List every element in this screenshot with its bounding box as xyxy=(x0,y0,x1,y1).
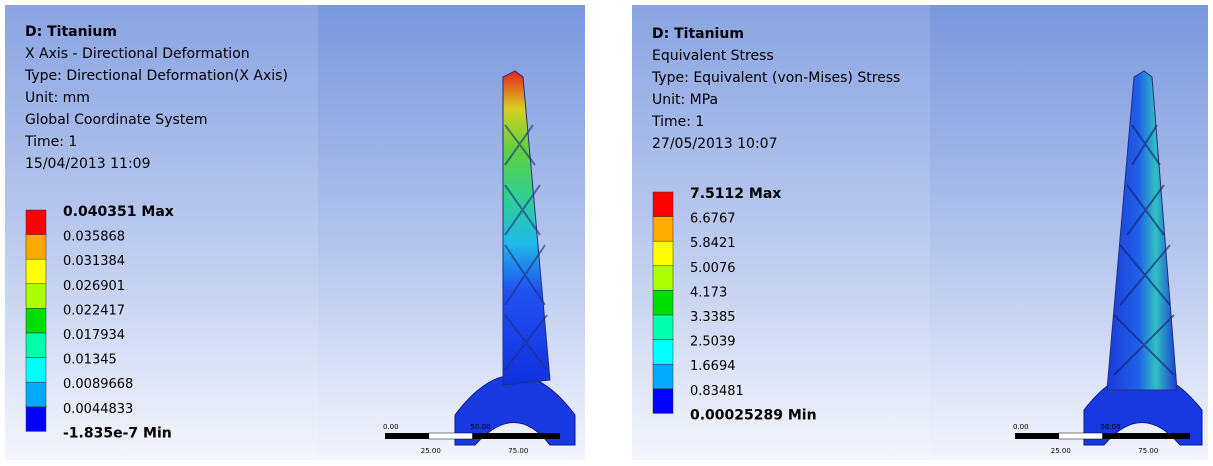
legend-swatch xyxy=(653,290,673,315)
legend-swatch xyxy=(26,284,46,309)
legend-label: 0.040351 Max xyxy=(63,204,174,220)
legend-swatch xyxy=(26,235,46,260)
scale-label: 25.00 xyxy=(421,447,441,455)
scale-bar xyxy=(1059,433,1103,439)
legend-label: 0.017934 xyxy=(63,328,125,343)
scale-bar xyxy=(429,433,473,439)
scale-label: 50.00 xyxy=(1101,423,1121,431)
legend-label: 5.0076 xyxy=(690,261,736,276)
result-panel: D: Titanium Equivalent Stress Type: Equiva… xyxy=(632,5,1208,460)
info-line: Equivalent Stress xyxy=(652,48,774,64)
scale-label: 0.00 xyxy=(1013,423,1029,431)
info-line: X Axis - Directional Deformation xyxy=(25,46,250,62)
legend-label: 0.031384 xyxy=(63,254,125,269)
legend-swatch xyxy=(26,407,46,432)
info-line: Type: Directional Deformation(X Axis) xyxy=(24,68,288,84)
legend-swatch xyxy=(26,210,46,235)
legend-swatch xyxy=(653,315,673,340)
info-line: Time: 1 xyxy=(24,134,77,150)
legend-swatch xyxy=(653,266,673,291)
legend-label: 0.0044833 xyxy=(63,402,133,417)
legend-label: 5.8421 xyxy=(690,236,736,251)
legend-swatch xyxy=(653,340,673,365)
legend-label: 3.3385 xyxy=(690,310,736,325)
legend-label: 0.83481 xyxy=(690,384,744,399)
page: D: Titanium X Axis - Directional Deformat… xyxy=(0,0,1213,466)
panel-title: D: Titanium xyxy=(25,24,117,40)
info-line: 27/05/2013 10:07 xyxy=(652,136,778,152)
legend-swatch xyxy=(26,259,46,284)
scale-label: 25.00 xyxy=(1051,447,1071,455)
scale-bar xyxy=(473,433,561,439)
legend-label: 0.01345 xyxy=(63,353,117,368)
info-line: Type: Equivalent (von-Mises) Stress xyxy=(651,70,900,86)
scale-bar xyxy=(1015,433,1059,439)
scale-label: 0.00 xyxy=(383,423,399,431)
legend-swatch xyxy=(653,241,673,266)
panel-title: D: Titanium xyxy=(652,26,744,42)
scale-bar xyxy=(1103,433,1191,439)
legend-label: 0.026901 xyxy=(63,279,125,294)
info-line: Unit: mm xyxy=(25,90,90,106)
legend-swatch xyxy=(26,333,46,358)
info-line: 15/04/2013 11:09 xyxy=(25,156,151,172)
legend-swatch xyxy=(26,308,46,333)
scale-bar xyxy=(385,433,429,439)
legend-swatch xyxy=(653,364,673,389)
result-panel: D: Titanium X Axis - Directional Deformat… xyxy=(5,5,585,460)
legend-swatch xyxy=(26,382,46,407)
legend-label: 4.173 xyxy=(690,285,727,300)
legend-swatch xyxy=(653,217,673,242)
legend-swatch xyxy=(653,389,673,414)
legend-label: -1.835e-7 Min xyxy=(63,425,172,441)
legend-label: 2.5039 xyxy=(690,335,736,350)
legend-label: 0.035868 xyxy=(63,230,125,245)
info-line: Global Coordinate System xyxy=(25,112,208,128)
legend-label: 7.5112 Max xyxy=(690,186,781,202)
legend-label: 6.6767 xyxy=(690,212,736,227)
legend-label: 0.00025289 Min xyxy=(690,407,817,423)
legend-label: 0.0089668 xyxy=(63,377,133,392)
info-line: Unit: MPa xyxy=(652,92,718,108)
scale-label: 75.00 xyxy=(1138,447,1158,455)
scale-label: 50.00 xyxy=(471,423,491,431)
legend-label: 0.022417 xyxy=(63,303,125,318)
legend-label: 1.6694 xyxy=(690,359,736,374)
legend-swatch xyxy=(653,192,673,217)
info-line: Time: 1 xyxy=(651,114,704,130)
scale-label: 75.00 xyxy=(508,447,528,455)
legend-swatch xyxy=(26,358,46,383)
